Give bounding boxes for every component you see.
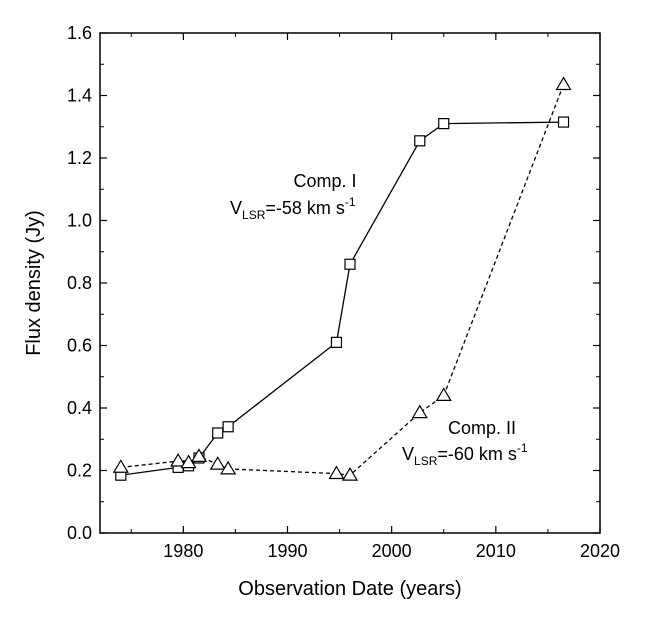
data-point-triangle xyxy=(170,452,187,467)
data-point-square xyxy=(557,116,570,128)
annotation-comp-1-title: Comp. I xyxy=(293,171,356,191)
y-tick-label: 0.0 xyxy=(67,523,92,543)
data-point-triangle xyxy=(341,467,359,481)
y-tick-label: 0.8 xyxy=(67,273,92,293)
axes xyxy=(99,32,601,534)
annotation-comp-2-value: =-60 km s xyxy=(437,444,517,464)
x-tick-label: 2020 xyxy=(580,541,620,561)
plot-frame xyxy=(99,32,601,534)
series-2 xyxy=(112,76,572,481)
annotation-comp-2-sub: LSR xyxy=(414,454,438,468)
y-tick-label: 1.6 xyxy=(67,23,92,43)
data-point-square xyxy=(330,336,343,348)
data-point-triangle xyxy=(555,76,572,91)
data-point-square xyxy=(414,135,426,147)
y-tick-label: 1.0 xyxy=(67,211,92,231)
annotation-comp-2: Comp. II VLSR=-60 km s-1 xyxy=(402,418,528,468)
y-tick-label: 0.4 xyxy=(67,398,92,418)
data-point-triangle xyxy=(411,404,428,419)
annotation-comp-2-velocity: VLSR=-60 km s-1 xyxy=(402,441,528,468)
data-point-triangle xyxy=(328,465,345,480)
series-2-line xyxy=(120,84,565,476)
x-tick-label: 1980 xyxy=(163,541,203,561)
y-tick-label: 1.4 xyxy=(67,86,92,106)
data-point-square xyxy=(222,421,234,433)
data-point-square xyxy=(212,427,224,439)
x-axis-title: Observation Date (years) xyxy=(238,578,461,600)
data-point-square xyxy=(438,118,450,130)
data-point-triangle xyxy=(435,387,452,401)
y-axis-title: Flux density (Jy) xyxy=(23,210,45,356)
annotation-comp-1-value: =-58 km s xyxy=(265,198,345,218)
annotation-comp-2-sup: -1 xyxy=(517,441,528,455)
annotation-comp-1-sub: LSR xyxy=(242,208,266,222)
annotation-comp-2-title: Comp. II xyxy=(448,418,516,438)
x-tick-label: 2010 xyxy=(476,541,516,561)
data-point-triangle xyxy=(209,456,226,470)
annotation-comp-2-v: V xyxy=(402,444,414,464)
series-layer xyxy=(112,76,572,481)
annotation-comp-1: Comp. I VLSR=-58 km s-1 xyxy=(230,171,357,222)
y-tick-label: 1.2 xyxy=(67,148,92,168)
data-point-triangle xyxy=(112,459,129,473)
y-tick-label: 0.2 xyxy=(67,461,92,481)
annotation-comp-1-sup: -1 xyxy=(345,195,356,209)
annotation-comp-1-velocity: VLSR=-58 km s-1 xyxy=(230,195,356,222)
y-tick-label: 0.6 xyxy=(67,336,92,356)
x-tick-label: 2000 xyxy=(372,541,412,561)
data-point-triangle xyxy=(220,460,237,475)
annotation-comp-1-v: V xyxy=(230,198,242,218)
data-point-square xyxy=(344,258,356,270)
data-point-triangle xyxy=(190,448,208,462)
x-tick-label: 1990 xyxy=(267,541,307,561)
ticks: 1980 1990 2000 2010 2020 0.0 0.2 0.4 0.6 0.8 1.0 1.… xyxy=(67,23,620,561)
